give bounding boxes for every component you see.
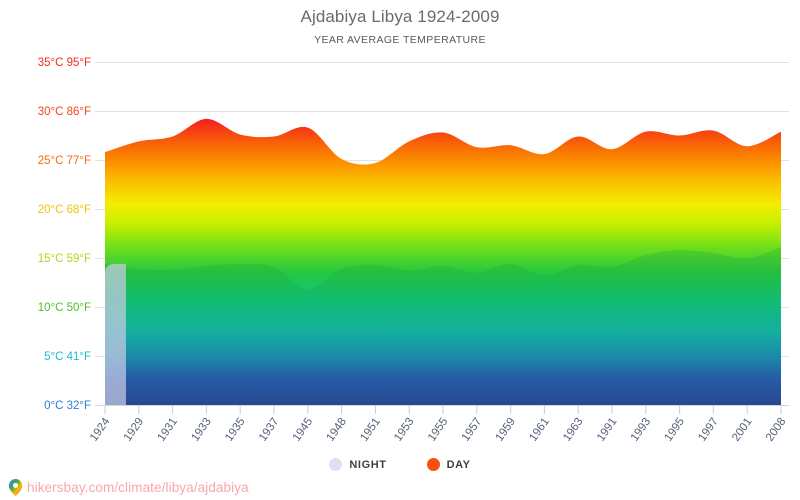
x-axis-tick-label: 1953 <box>392 416 417 444</box>
footer-attribution[interactable]: hikersbay.com/climate/libya/ajdabiya <box>8 479 249 496</box>
x-axis-tick-label: 1997 <box>696 416 721 444</box>
left-gutter-mask <box>0 52 105 407</box>
x-axis-tick-label: 2008 <box>764 416 789 444</box>
y-axis-tick-label: 25°C 77°F <box>38 155 91 167</box>
chart-legend: NIGHT DAY <box>0 458 800 471</box>
x-axis-tick-label: 2001 <box>730 416 755 444</box>
y-axis-tick-label: 0°C 32°F <box>44 400 91 412</box>
x-axis-tick-label: 1929 <box>122 416 147 444</box>
x-axis-tick-label: 1933 <box>189 416 214 444</box>
legend-label-day: DAY <box>446 458 471 471</box>
x-axis-tick-label: 1924 <box>88 415 113 443</box>
chart-subtitle: YEAR AVERAGE TEMPERATURE <box>314 34 486 46</box>
x-axis-tick-label: 1993 <box>629 416 654 444</box>
x-axis-tick-label: 1957 <box>460 416 485 444</box>
x-axis-tick-label: 1961 <box>527 416 552 444</box>
y-axis-tick-label: 5°C 41°F <box>44 351 91 363</box>
legend-item-night[interactable]: NIGHT <box>329 458 386 471</box>
legend-label-night: NIGHT <box>349 458 387 471</box>
legend-item-day[interactable]: DAY <box>426 458 471 471</box>
y-axis-tick-label: 15°C 59°F <box>38 253 91 265</box>
x-axis: 1924 1929 1931 1933 1935 1937 1945 1948 1951 1953… <box>88 405 789 444</box>
y-axis-tick-label: 35°C 95°F <box>38 57 91 69</box>
footer-url-text[interactable]: hikersbay.com/climate/libya/ajdabiya <box>27 480 249 495</box>
y-axis-tick-label: 30°C 86°F <box>38 106 91 118</box>
y-axis-tick-label: 10°C 50°F <box>38 302 91 314</box>
y-axis-tick-label: 20°C 68°F <box>38 204 91 216</box>
day-swatch-icon <box>426 458 440 471</box>
x-axis-tick-label: 1951 <box>358 416 383 444</box>
x-axis-tick-label: 1959 <box>494 416 519 444</box>
day-area <box>105 118 781 405</box>
location-pin-icon <box>8 479 23 496</box>
x-axis-tick-label: 1963 <box>561 416 586 444</box>
night-area <box>105 247 781 405</box>
x-axis-tick-label: 1937 <box>257 416 282 444</box>
x-axis-tick-label: 1995 <box>663 416 688 444</box>
x-axis-tick-label: 1945 <box>291 416 316 444</box>
y-axis-tick-labels: 0°C 32°F 5°C 41°F 10°C 50°F 15°C 59°F 20°C 6… <box>38 57 91 412</box>
x-axis-tick-label: 1935 <box>223 416 248 444</box>
page-title: Ajdabiya Libya 1924-2009 <box>300 7 500 26</box>
x-axis-tick-label: 1948 <box>325 416 350 444</box>
night-swatch-icon <box>329 458 343 471</box>
x-axis-tick-label: 1991 <box>595 416 620 444</box>
x-axis-tick-label: 1931 <box>156 416 181 444</box>
x-axis-tick-label: 1955 <box>426 416 451 444</box>
night-marker-1924 <box>105 263 126 405</box>
